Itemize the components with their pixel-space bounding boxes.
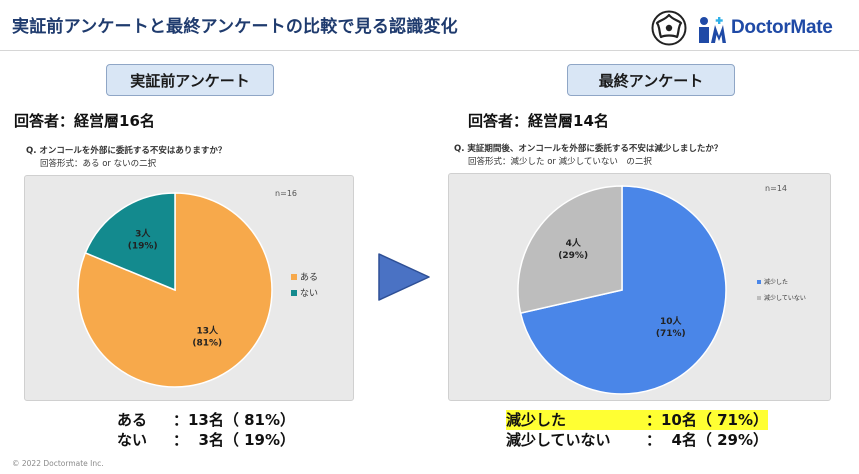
pie-chart-panel-final: 10人 (71%) 4人 (29%) n=14 減少した減少していない [448,173,831,401]
slice-data-label: (29%) [558,251,588,261]
title-divider [0,50,859,51]
slice-data-label: (81%) [192,338,222,348]
slice-data-label: 10人 [660,315,683,327]
pie-chart-panel-pre: 13人 (81%) 3人 (19%) n=16 あるない [24,175,354,401]
pie-slice-minor [84,192,176,292]
slice-data-label: 4人 [566,237,582,249]
legend-label: ある [300,272,318,283]
doctormate-mark-icon [699,17,726,43]
respondents-pre: 回答者：経営層16名 [14,112,155,130]
summary-pre: ある ：13名（ 81%） ない ： 3名（ 19%） [117,410,295,450]
sample-size-label: n=16 [275,189,297,198]
brand-name: DoctorMate [731,17,833,38]
summary-row-not-decreased: 減少していない ： 4名（ 29%） [506,430,768,450]
summary-value: ： 4名（ 29%） [646,431,769,449]
respondents-final: 回答者：経営層14名 [468,112,609,130]
slice-data-label: 3人 [135,228,151,240]
summary-label: 減少した [506,411,567,429]
answer-format-final: 回答形式：減少した or 減少していない の二択 [468,157,652,167]
question-text-final: Q. 実証期間後、オンコールを外部に委託する不安は減少しましたか？ [454,144,723,154]
flower-seal-icon [651,10,687,46]
arrow-right-icon [378,253,430,301]
slice-data-label: (19%) [128,242,158,252]
legend-label: ない [300,288,318,299]
summary-row-decreased: 減少した ：10名（ 71%） [506,410,769,430]
section-label-final-survey: 最終アンケート [567,64,735,96]
summary-row-no: ない ： 3名（ 19%） [117,430,295,450]
summary-row-yes: ある ：13名（ 81%） [117,410,295,430]
summary-value: ：13名（ 81%） [173,411,295,429]
legend-label: 減少していない [764,294,806,302]
legend-swatch [757,280,761,284]
legend-label: 減少した [764,278,788,286]
brand-logo: DoctorMate [651,8,849,48]
slice-data-label: (71%) [656,329,686,339]
answer-format-pre: 回答形式：ある or ないの二択 [40,159,157,169]
legend-swatch [757,296,761,300]
summary-final: 減少した ：10名（ 71%） 減少していない ： 4名（ 29%） [506,410,769,450]
copyright: © 2022 Doctormate Inc. [12,459,104,468]
summary-label: ある [117,411,148,429]
summary-label: ない [117,431,148,449]
section-label-pre-survey: 実証前アンケート [106,64,274,96]
legend-swatch [291,274,297,280]
summary-label: 減少していない [506,431,611,449]
summary-value: ：10名（ 71%） [646,411,768,429]
question-final: Q. 実証期間後、オンコールを外部に委託する不安は減少しましたか？ 回答形式：減… [454,143,722,169]
summary-value: ： 3名（ 19%） [173,431,296,449]
pie-slice-minor [517,185,623,315]
legend-swatch [291,290,297,296]
sample-size-label: n=14 [765,184,787,193]
question-text-pre: Q. オンコールを外部に委託する不安はありますか？ [26,146,227,156]
slice-data-label: 13人 [197,324,220,336]
page-title: 実証前アンケートと最終アンケートの比較で見る認識変化 [12,17,458,37]
question-pre: Q. オンコールを外部に委託する不安はありますか？ 回答形式：ある or ないの… [26,145,226,171]
pie-slice-major [519,185,727,395]
